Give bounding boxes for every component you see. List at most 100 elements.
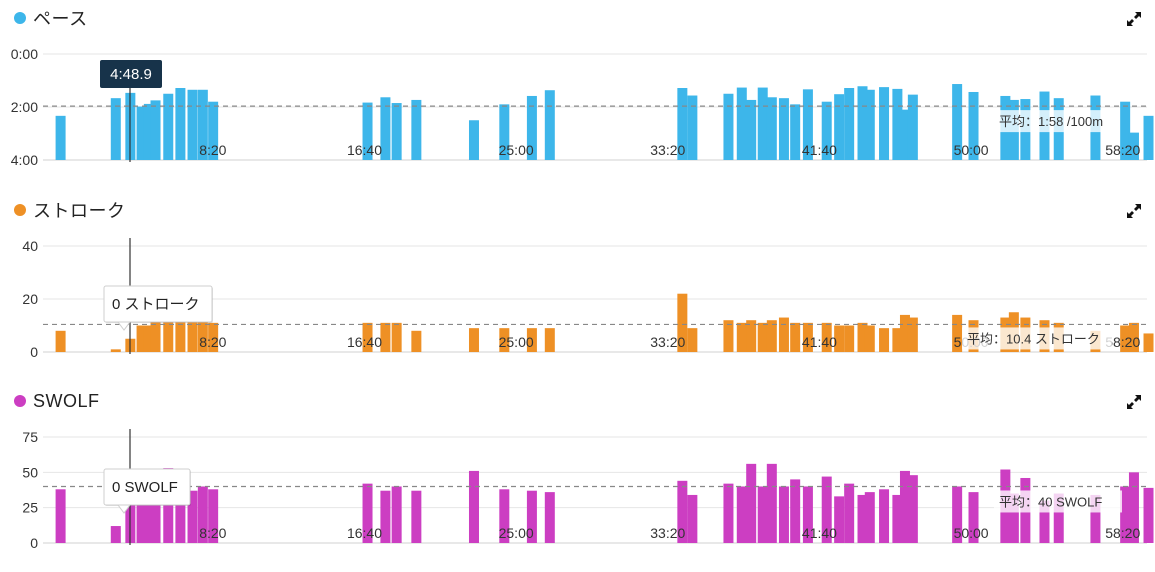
data-bar[interactable] — [362, 322, 373, 352]
data-bar[interactable] — [150, 100, 161, 160]
data-bar[interactable] — [907, 94, 918, 160]
data-bar[interactable] — [187, 490, 198, 543]
data-bar[interactable] — [892, 88, 903, 160]
data-bar[interactable] — [136, 325, 147, 353]
data-bar[interactable] — [778, 98, 789, 160]
data-bar[interactable] — [175, 88, 186, 160]
data-bar[interactable] — [1143, 333, 1154, 352]
data-bar[interactable] — [136, 479, 147, 543]
data-bar[interactable] — [757, 87, 768, 160]
data-bar[interactable] — [499, 328, 510, 352]
data-bar[interactable] — [746, 99, 757, 160]
data-bar[interactable] — [790, 479, 801, 543]
data-bar[interactable] — [802, 322, 813, 352]
expand-icon[interactable] — [1125, 10, 1143, 28]
data-bar[interactable] — [790, 104, 801, 160]
data-bar[interactable] — [899, 109, 910, 160]
data-bar[interactable] — [499, 104, 510, 160]
data-bar[interactable] — [687, 328, 698, 352]
data-bar[interactable] — [150, 469, 161, 543]
data-bar[interactable] — [857, 86, 868, 160]
data-bar[interactable] — [110, 98, 121, 160]
data-bar[interactable] — [468, 470, 479, 543]
data-bar[interactable] — [1128, 472, 1139, 543]
data-bar[interactable] — [163, 468, 174, 543]
data-bar[interactable] — [677, 293, 688, 352]
data-bar[interactable] — [857, 322, 868, 352]
data-bar[interactable] — [864, 89, 875, 160]
data-bar[interactable] — [150, 320, 161, 352]
data-bar[interactable] — [163, 93, 174, 160]
data-bar[interactable] — [197, 89, 208, 160]
data-bar[interactable] — [736, 486, 747, 543]
data-bar[interactable] — [362, 102, 373, 160]
data-bar[interactable] — [766, 320, 777, 352]
data-bar[interactable] — [778, 486, 789, 543]
data-bar[interactable] — [821, 322, 832, 352]
data-bar[interactable] — [1120, 325, 1131, 353]
data-bar[interactable] — [1143, 487, 1154, 543]
data-bar[interactable] — [187, 89, 198, 160]
data-bar[interactable] — [766, 97, 777, 160]
data-bar[interactable] — [687, 95, 698, 160]
data-bar[interactable] — [677, 88, 688, 160]
data-bar[interactable] — [834, 94, 845, 160]
data-bar[interactable] — [802, 486, 813, 543]
data-bar[interactable] — [723, 320, 734, 352]
data-bar[interactable] — [746, 463, 757, 543]
data-bar[interactable] — [55, 115, 66, 160]
data-bar[interactable] — [1120, 486, 1131, 543]
data-bar[interactable] — [766, 463, 777, 543]
data-bar[interactable] — [757, 486, 768, 543]
data-bar[interactable] — [1039, 500, 1050, 543]
data-bar[interactable] — [892, 328, 903, 352]
data-bar[interactable] — [746, 320, 757, 352]
data-bar[interactable] — [55, 330, 66, 352]
data-bar[interactable] — [468, 120, 479, 160]
data-bar[interactable] — [1128, 132, 1139, 160]
data-bar[interactable] — [197, 320, 208, 352]
data-bar[interactable] — [864, 325, 875, 353]
data-bar[interactable] — [1053, 493, 1064, 543]
data-bar[interactable] — [55, 489, 66, 543]
data-bar[interactable] — [468, 328, 479, 352]
data-bar[interactable] — [757, 322, 768, 352]
data-bar[interactable] — [362, 483, 373, 543]
data-bar[interactable] — [952, 486, 963, 543]
data-bar[interactable] — [187, 320, 198, 352]
data-bar[interactable] — [892, 494, 903, 543]
data-bar[interactable] — [844, 325, 855, 353]
data-bar[interactable] — [526, 490, 537, 543]
data-bar[interactable] — [802, 89, 813, 160]
data-bar[interactable] — [380, 490, 391, 543]
data-bar[interactable] — [110, 349, 121, 352]
data-bar[interactable] — [380, 97, 391, 160]
data-bar[interactable] — [197, 486, 208, 543]
data-bar[interactable] — [1090, 494, 1101, 543]
data-bar[interactable] — [1143, 115, 1154, 160]
data-bar[interactable] — [736, 87, 747, 160]
data-bar[interactable] — [163, 320, 174, 352]
data-bar[interactable] — [834, 496, 845, 543]
data-bar[interactable] — [864, 492, 875, 543]
data-bar[interactable] — [879, 489, 890, 543]
data-bar[interactable] — [687, 494, 698, 543]
data-bar[interactable] — [143, 475, 154, 543]
data-bar[interactable] — [907, 317, 918, 352]
data-bar[interactable] — [136, 106, 147, 160]
data-bar[interactable] — [723, 483, 734, 543]
data-bar[interactable] — [526, 95, 537, 160]
data-bar[interactable] — [110, 526, 121, 543]
data-bar[interactable] — [952, 84, 963, 160]
data-bar[interactable] — [907, 475, 918, 543]
data-bar[interactable] — [380, 322, 391, 352]
data-bar[interactable] — [544, 328, 555, 352]
data-bar[interactable] — [175, 483, 186, 543]
data-bar[interactable] — [821, 476, 832, 543]
data-bar[interactable] — [821, 101, 832, 160]
expand-icon[interactable] — [1125, 202, 1143, 220]
data-bar[interactable] — [391, 103, 402, 160]
data-bar[interactable] — [879, 328, 890, 352]
data-bar[interactable] — [736, 322, 747, 352]
data-bar[interactable] — [677, 480, 688, 543]
